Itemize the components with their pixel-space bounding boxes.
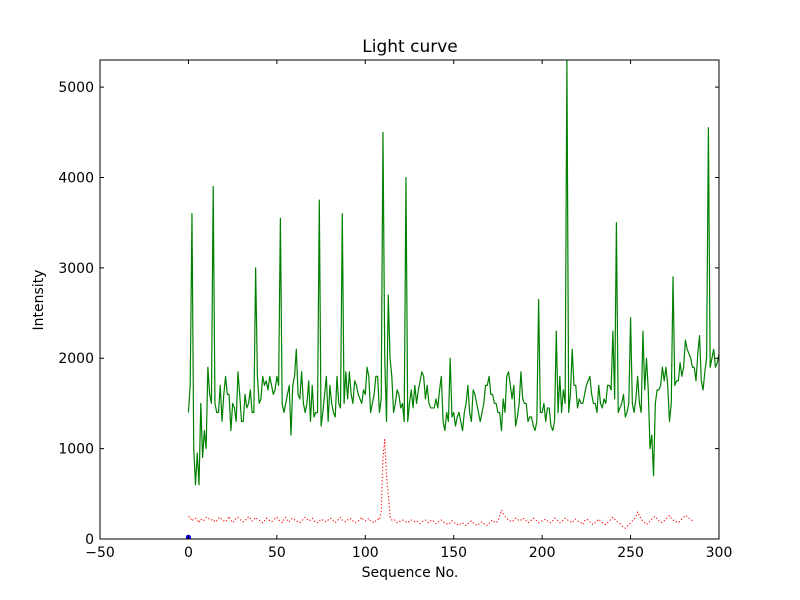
y-tick-label: 3000 [58,261,94,277]
chart-title: Light curve [362,37,457,57]
y-tick-label: 2000 [58,351,94,367]
series-1-line [187,60,719,486]
axes-frame [99,59,720,540]
x-tick-label: 300 [706,545,733,561]
ticks-layer: −50 0 50 100 150 200 250 3000100020003000400050… [58,60,732,561]
x-tick-label: 250 [617,545,644,561]
y-tick-label: 1000 [58,442,94,458]
x-tick-label: 200 [529,545,556,561]
y-axis-label: Intensity [31,270,47,331]
axes-border [99,59,720,540]
x-axis-label: Sequence No. [362,565,459,581]
x-tick-label: −50 [85,545,115,561]
x-tick-label: 0 [184,545,193,561]
y-tick-label: 0 [85,532,94,548]
x-tick-label: 50 [268,545,286,561]
series-2-line [188,439,693,529]
y-tick-label: 4000 [58,170,94,186]
x-tick-label: 150 [440,545,467,561]
x-tick-label: 100 [352,545,379,561]
y-tick-label: 5000 [58,80,94,96]
